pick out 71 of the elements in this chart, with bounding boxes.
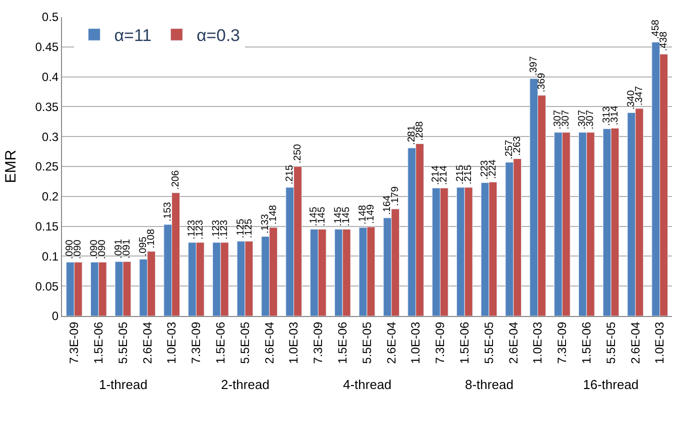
y-tick-label: 0.25 (35, 160, 59, 174)
data-label: .123 (194, 220, 206, 240)
x-tick-label: 5.5E-05 (238, 321, 252, 364)
y-tick-label: 0.15 (35, 220, 59, 234)
data-label: .125 (243, 218, 254, 238)
data-label: .215 (463, 164, 474, 184)
text: 4-thread (343, 377, 392, 392)
x-tick-label: 1.0E-03 (408, 321, 423, 364)
data-label: .307 (585, 110, 596, 130)
data-label: .123 (219, 220, 230, 240)
data-label: .145 (341, 206, 352, 226)
x-tick-label: 1.0E-03 (164, 321, 179, 364)
data-label: .179 (390, 186, 401, 206)
data-label: .288 (414, 120, 426, 141)
text: 2-thread (221, 377, 270, 392)
x-tick-label: 1.5E-06 (214, 321, 228, 364)
x-tick-label: 7.3E-09 (433, 321, 448, 364)
data-label: .224 (487, 159, 498, 180)
x-tick-label: 2.6E-04 (384, 321, 398, 364)
data-label: .090 (72, 239, 84, 260)
text: 1-thread (99, 377, 148, 392)
x-tick-label: 2.6E-04 (262, 321, 276, 364)
y-tick-label: 0.45 (35, 40, 59, 54)
data-label: .369 (536, 72, 548, 92)
x-tick-label: 1.0E-03 (286, 321, 301, 364)
data-label: .206 (170, 170, 182, 190)
x-tick-label: 5.5E-05 (482, 321, 496, 364)
data-label: .149 (365, 204, 376, 224)
text: 8-thread (465, 377, 514, 392)
data-label: .438 (658, 31, 670, 52)
y-tick-label: 0.5 (42, 10, 59, 24)
data-label: .148 (268, 204, 279, 224)
data-label: .090 (97, 239, 108, 260)
x-tick-label: 5.5E-05 (360, 321, 374, 364)
y-tick-label: 0.3 (42, 130, 59, 144)
legend-label: α=11 (114, 26, 152, 46)
data-label: .153 (162, 202, 174, 222)
data-label: .263 (512, 136, 523, 156)
x-tick-label: 1.5E-06 (580, 321, 594, 364)
x-tick-label: 7.3E-09 (555, 321, 570, 364)
x-tick-label: 1.5E-06 (336, 321, 350, 364)
data-label: .215 (284, 164, 296, 184)
legend-label: α=0.3 (196, 26, 240, 46)
x-tick-label: 2.6E-04 (140, 321, 154, 364)
y-tick-label: 0.4 (42, 70, 59, 84)
x-tick-label: 1.0E-03 (652, 321, 667, 364)
data-label: .091 (121, 238, 132, 259)
data-label: .250 (292, 144, 304, 164)
y-tick-label: 0.05 (35, 279, 59, 294)
data-label: .347 (634, 86, 645, 106)
x-tick-label: 7.3E-09 (311, 321, 326, 364)
data-label: .108 (146, 228, 157, 248)
data-label: .145 (316, 206, 328, 226)
text: 16-thread (583, 377, 639, 392)
x-tick-label: 7.3E-09 (67, 321, 82, 364)
x-tick-label: 5.5E-05 (116, 321, 130, 364)
data-label: .314 (609, 105, 620, 126)
x-tick-label: 1.5E-06 (458, 321, 472, 364)
y-tick-label: 0.1 (42, 249, 59, 264)
x-tick-label: 2.6E-04 (506, 321, 520, 364)
x-tick-label: 7.3E-09 (189, 321, 204, 364)
y-tick-label: 0.35 (35, 100, 59, 114)
x-tick-label: 2.6E-04 (628, 321, 642, 364)
x-tick-label: 5.5E-05 (604, 321, 618, 364)
x-tick-label: 1.5E-06 (92, 321, 106, 364)
y-axis-title: EMR (2, 150, 20, 184)
y-tick-label: 0 (52, 309, 59, 324)
data-label: .307 (560, 110, 572, 130)
y-tick-label: 0.2 (42, 190, 59, 204)
data-label: .214 (438, 165, 450, 186)
x-tick-label: 1.0E-03 (530, 321, 545, 364)
